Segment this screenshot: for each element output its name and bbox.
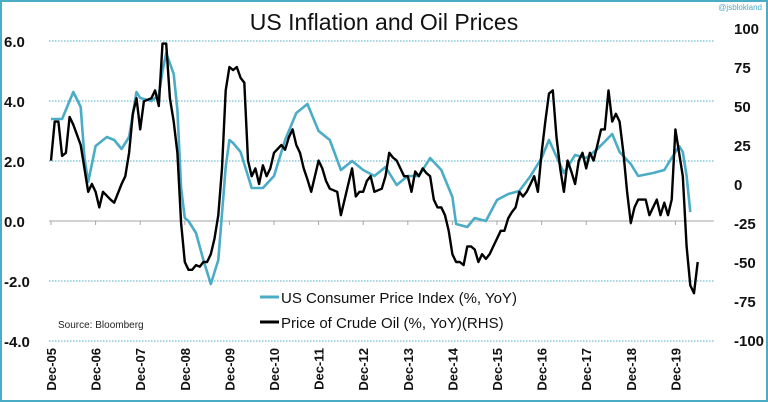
chart-title: US Inflation and Oil Prices [250, 9, 518, 35]
y-right-tick-label: 0 [734, 177, 742, 194]
y-left-tick-label: -4.0 [4, 334, 30, 351]
source-note: Source: Bloomberg [58, 320, 144, 331]
x-tick-label: Dec-07 [133, 348, 148, 391]
y-left-tick-label: 4.0 [4, 94, 25, 111]
x-tick-label: Dec-16 [535, 348, 550, 391]
x-tick-label: Dec-12 [356, 348, 371, 391]
x-tick-label: Dec-10 [267, 348, 282, 391]
y-right-tick-label: -100 [734, 333, 764, 350]
y-right-tick-label: 100 [734, 21, 759, 38]
y-right-tick-label: 25 [734, 138, 751, 155]
x-tick-label: Dec-09 [222, 348, 237, 391]
legend-label-cpi: US Consumer Price Index (%, YoY) [281, 290, 517, 307]
y-right-tick-label: -75 [734, 294, 756, 311]
x-tick-label: Dec-06 [89, 348, 104, 391]
x-tick-label: Dec-11 [312, 348, 327, 390]
y-right-tick-label: -25 [734, 216, 756, 233]
y-left-tick-label: -2.0 [4, 274, 30, 291]
y-right-tick-label: 75 [734, 60, 751, 77]
x-tick-label: Dec-14 [445, 347, 460, 390]
x-tick-label: Dec-05 [44, 348, 59, 391]
watermark: @jsblokland [718, 3, 762, 12]
y-right-tick-label: 50 [734, 99, 751, 116]
y-left-tick-label: 6.0 [4, 34, 25, 51]
cpi-line [51, 51, 692, 286]
y-left-tick-label: 2.0 [4, 154, 25, 171]
x-tick-label: Dec-08 [178, 348, 193, 391]
x-tick-label: Dec-18 [624, 348, 639, 391]
x-tick-label: Dec-17 [579, 348, 594, 391]
legend-label-oil: Price of Crude Oil (%, YoY)(RHS) [281, 315, 504, 332]
x-tick-label: Dec-13 [401, 348, 416, 391]
y-right-tick-label: -50 [734, 255, 756, 272]
oil-line [49, 42, 699, 295]
x-tick-label: Dec-19 [668, 348, 683, 391]
x-tick-label: Dec-15 [490, 348, 505, 391]
y-left-tick-label: 0.0 [4, 214, 25, 231]
